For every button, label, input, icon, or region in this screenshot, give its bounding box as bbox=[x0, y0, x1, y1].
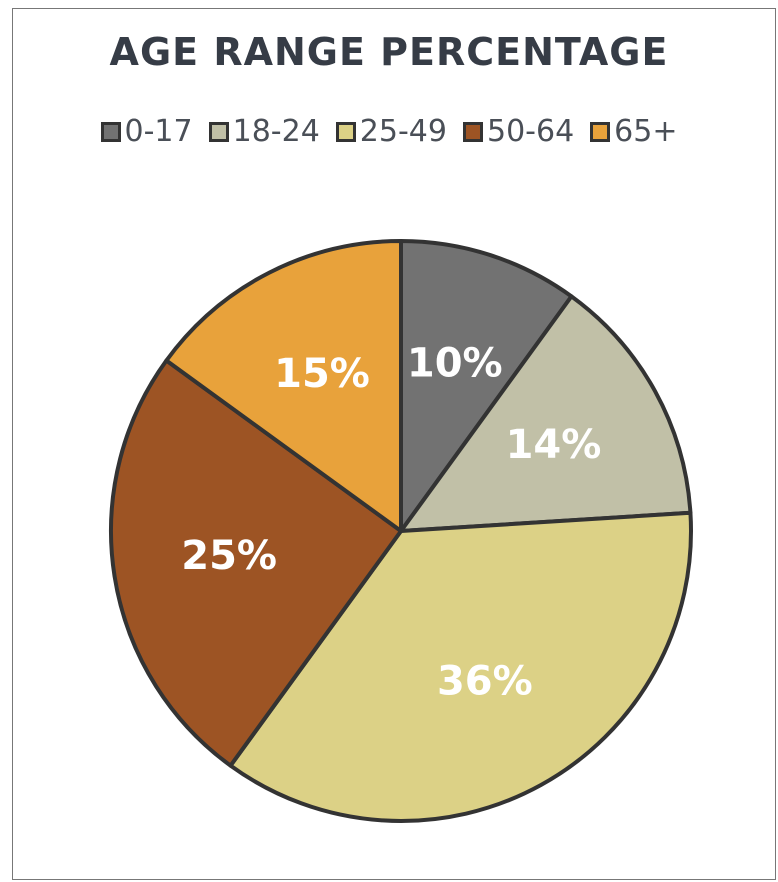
legend-swatch bbox=[335, 121, 356, 142]
data-label: 36% bbox=[437, 658, 533, 704]
legend-swatch bbox=[100, 121, 121, 142]
chart-title: AGE RANGE PERCENTAGE bbox=[109, 30, 669, 74]
data-label: 10% bbox=[407, 341, 503, 387]
data-label: 14% bbox=[506, 422, 602, 468]
legend-swatch bbox=[462, 121, 483, 142]
data-label: 25% bbox=[181, 533, 277, 579]
legend-label: 18-24 bbox=[232, 114, 320, 149]
pie-slice bbox=[399, 239, 574, 533]
legend-label: 50-64 bbox=[486, 114, 575, 149]
legend-label: 0-17 bbox=[124, 114, 193, 149]
legend-item: 25-49 bbox=[335, 114, 447, 149]
legend: 0-17 18-24 25-49 50-64 65+ bbox=[0, 114, 778, 149]
legend-item: 65+ bbox=[590, 114, 677, 149]
legend-item: 50-64 bbox=[462, 114, 575, 149]
pie-slice bbox=[399, 294, 693, 533]
legend-label: 65+ bbox=[614, 114, 678, 149]
pie-slice bbox=[164, 239, 403, 533]
legend-item: 0-17 bbox=[100, 114, 193, 149]
legend-swatch bbox=[208, 121, 229, 142]
pie-slice bbox=[228, 510, 693, 823]
legend-item: 18-24 bbox=[208, 114, 320, 149]
pie-slice bbox=[109, 358, 403, 768]
data-label: 15% bbox=[274, 351, 370, 397]
legend-swatch bbox=[590, 121, 611, 142]
legend-label: 25-49 bbox=[359, 114, 447, 149]
